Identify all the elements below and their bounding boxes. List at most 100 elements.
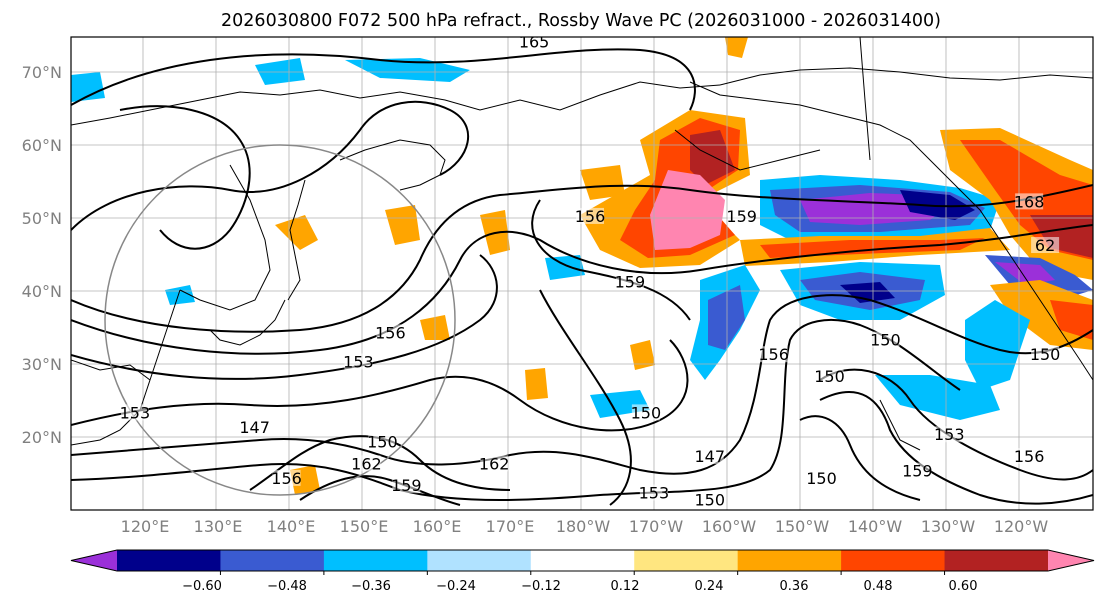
highlight-circle xyxy=(104,144,456,496)
lon-label: 140°W xyxy=(848,517,903,536)
colorbar-tick-label: −0.24 xyxy=(436,579,476,594)
contour-label-bg xyxy=(727,207,756,224)
lat-label: 70°N xyxy=(22,63,62,82)
contour-label-bg xyxy=(520,37,549,50)
colorbar-tick-label: −0.60 xyxy=(182,579,222,594)
contour-label: 165 xyxy=(519,32,550,51)
colorbar-bin xyxy=(220,550,325,571)
contour-label-bg xyxy=(615,273,644,290)
contour-label: 153 xyxy=(639,483,670,502)
contour-label: 150 xyxy=(631,403,662,422)
contour-label-bg xyxy=(639,484,668,501)
lat-label: 40°N xyxy=(22,282,62,301)
lat-label: 50°N xyxy=(22,209,62,228)
shade-positive-subtropic xyxy=(525,368,548,400)
lon-label: 150°E xyxy=(340,517,389,536)
colorbar-tick-label: −0.12 xyxy=(521,579,561,594)
contour-label: 159 xyxy=(902,462,933,481)
colorbar-bin xyxy=(427,550,532,571)
contour-label: 150 xyxy=(367,433,398,452)
contour-label: 156 xyxy=(271,469,302,488)
contour-label-bg xyxy=(1031,346,1060,363)
colorbar-tick-label: 0.60 xyxy=(949,579,978,594)
colorbar-bin xyxy=(530,550,635,571)
contour-label: 62 xyxy=(1035,236,1055,255)
shade-positive-japan xyxy=(275,215,318,250)
colorbar-tick-label: −0.36 xyxy=(351,579,391,594)
colorbar-tick-label: 0.24 xyxy=(695,579,724,594)
colorbar-bin xyxy=(944,550,1049,571)
contour-label: 156 xyxy=(758,345,789,364)
contour-label: 153 xyxy=(120,403,151,422)
contour-label: 159 xyxy=(615,272,646,291)
contour-label: 162 xyxy=(479,454,510,473)
contour-label-bg xyxy=(695,491,724,508)
contour-label-bg xyxy=(376,324,405,341)
shade-positive-subtropic-2 xyxy=(630,340,655,370)
lat-label: 60°N xyxy=(22,136,62,155)
contour-label-bg xyxy=(815,368,844,385)
contour-label: 150 xyxy=(694,491,725,510)
colorbar-bin xyxy=(634,550,739,571)
contour-label-bg xyxy=(392,477,421,494)
shade-positive-coast-south-red xyxy=(1050,300,1093,340)
contour-label: 153 xyxy=(343,352,374,371)
contour-label-bg xyxy=(903,462,932,479)
shade-negative-siberia xyxy=(255,58,305,85)
lon-label: 130°E xyxy=(194,517,243,536)
lon-label: 160°E xyxy=(413,517,462,536)
colorbar-tick-label: 0.12 xyxy=(611,579,640,594)
contour-label-bg xyxy=(120,404,149,421)
contour-label: 150 xyxy=(814,367,845,386)
colorbar-tick-label: −0.48 xyxy=(267,579,307,594)
lon-label: 160°W xyxy=(702,517,757,536)
latitude-axis: 70°N 60°N 50°N 40°N 30°N 20°N xyxy=(22,63,62,447)
contour-label: 150 xyxy=(1030,345,1061,364)
shade-negative-subtropic xyxy=(875,375,1000,420)
lon-label: 170°E xyxy=(486,517,535,536)
shade-negative-west xyxy=(71,72,105,102)
colorbar-extend-low xyxy=(71,550,117,571)
contour-label: 150 xyxy=(870,331,901,350)
longitude-axis: 120°E 130°E 140°E 150°E 160°E 170°E 180°… xyxy=(121,517,1049,536)
contour-label: 156 xyxy=(1014,447,1045,466)
lon-label: 180°W xyxy=(556,517,611,536)
lon-label: 140°E xyxy=(267,517,316,536)
contour-label: 150 xyxy=(806,469,837,488)
contour-label-bg xyxy=(480,455,509,472)
map-frame xyxy=(70,36,1094,511)
shade-positive-bering-darkred xyxy=(690,130,735,185)
coastlines xyxy=(71,37,1093,451)
shade-negative-yellowsea xyxy=(165,285,195,305)
colorbar xyxy=(70,549,1095,575)
shade-positive-coast-darkred xyxy=(1030,215,1093,258)
contour-label-bg xyxy=(352,455,381,472)
contour-label: 147 xyxy=(239,418,270,437)
shade-negative-okhotsk xyxy=(345,58,470,82)
colorbar-tick-labels: −0.60 −0.48 −0.36 −0.24 −0.12 0.12 0.24 … xyxy=(182,579,977,594)
contour-label: 162 xyxy=(351,454,382,473)
colorbar-tick-label: 0.48 xyxy=(864,579,893,594)
shade-negative-central-blue xyxy=(708,285,745,350)
shade-positive-kuril xyxy=(385,205,420,245)
contour-label-bg xyxy=(368,433,397,450)
contour-label-bg xyxy=(807,469,836,486)
lat-label: 20°N xyxy=(22,428,62,447)
contour-label: 168 xyxy=(1014,192,1045,211)
contour-label: 147 xyxy=(694,447,725,466)
colorbar-bin xyxy=(737,550,842,571)
contour-label: 159 xyxy=(391,476,422,495)
contour-label-bg xyxy=(575,207,604,224)
lon-label: 170°W xyxy=(629,517,684,536)
figure-title: 2026030800 F072 500 hPa refract., Rossby… xyxy=(221,11,941,31)
contour-label-bg xyxy=(272,469,301,486)
contour-label: 159 xyxy=(726,207,757,226)
colorbar-extend-high xyxy=(1048,550,1094,571)
contour-label: 156 xyxy=(375,323,406,342)
shade-positive-chukotka xyxy=(580,165,625,200)
colorbar-bin xyxy=(841,550,946,571)
contour-label-bg xyxy=(871,331,900,348)
